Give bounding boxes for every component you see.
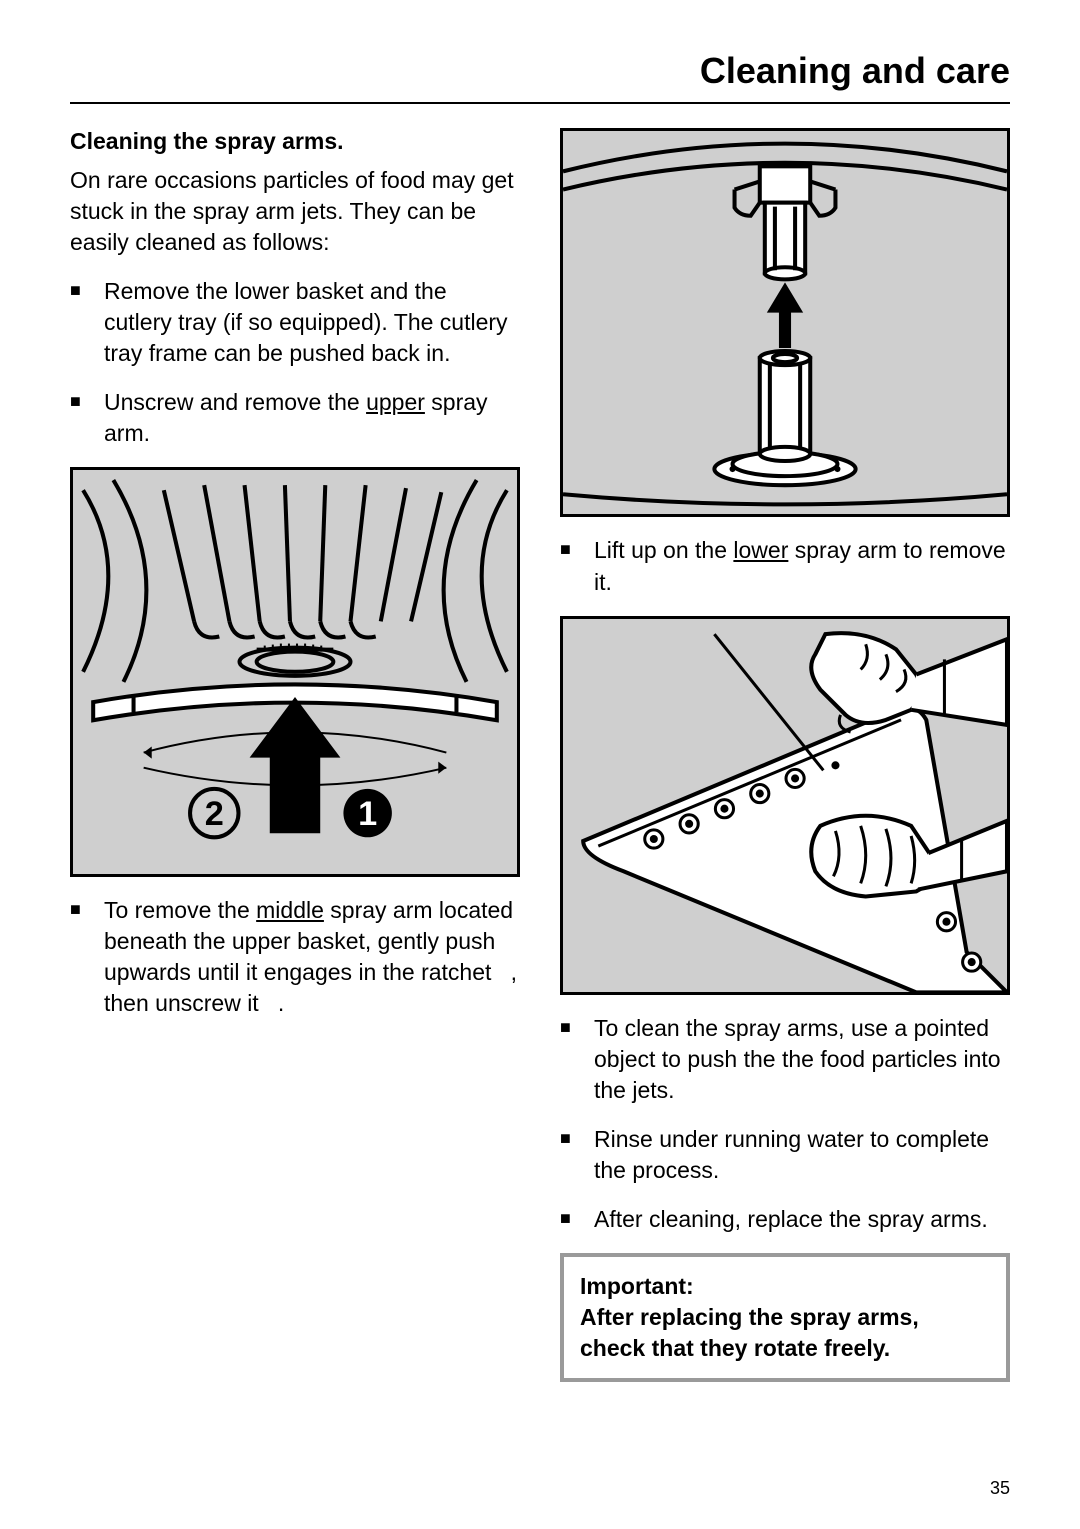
left-column: Cleaning the spray arms. On rare occasio…: [70, 128, 520, 1382]
section-heading: Cleaning the spray arms.: [70, 128, 520, 155]
list-item: Rinse under running water to complete th…: [560, 1124, 1010, 1186]
intro-paragraph: On rare occasions particles of food may …: [70, 165, 520, 258]
page-number: 35: [990, 1478, 1010, 1499]
page-title: Cleaning and care: [70, 50, 1010, 104]
figure-cleaning-with-tool: [560, 616, 1010, 995]
list-item: To remove the middle spray arm located b…: [70, 895, 520, 1019]
figure-upper-spray-arm: 2 1: [70, 467, 520, 877]
text-fragment: Lift up on the: [594, 537, 733, 563]
right-bullet-list-2: To clean the spray arms, use a pointed o…: [560, 1013, 1010, 1235]
callout-text: After replacing the spray arms, check th…: [580, 1302, 990, 1364]
text-fragment: To remove the: [104, 897, 256, 923]
list-item: Unscrew and remove the upper spray arm.: [70, 387, 520, 449]
underlined-text: middle: [256, 897, 324, 923]
left-bullet-list-1: Remove the lower basket and the cutlery …: [70, 276, 520, 449]
figure-lower-spray-arm-hub: [560, 128, 1010, 517]
list-item: To clean the spray arms, use a pointed o…: [560, 1013, 1010, 1106]
svg-text:1: 1: [358, 796, 377, 834]
left-bullet-list-2: To remove the middle spray arm located b…: [70, 895, 520, 1019]
list-item: Lift up on the lower spray arm to remove…: [560, 535, 1010, 597]
callout-label: Important:: [580, 1271, 990, 1302]
svg-text:2: 2: [205, 796, 224, 834]
list-item: Remove the lower basket and the cutlery …: [70, 276, 520, 369]
content-columns: Cleaning the spray arms. On rare occasio…: [70, 128, 1010, 1382]
list-item: After cleaning, replace the spray arms.: [560, 1204, 1010, 1235]
text-fragment: Unscrew and remove the: [104, 389, 366, 415]
underlined-text: lower: [733, 537, 788, 563]
right-column: Lift up on the lower spray arm to remove…: [560, 128, 1010, 1382]
underlined-text: upper: [366, 389, 425, 415]
important-callout: Important: After replacing the spray arm…: [560, 1253, 1010, 1382]
right-bullet-list-1: Lift up on the lower spray arm to remove…: [560, 535, 1010, 597]
